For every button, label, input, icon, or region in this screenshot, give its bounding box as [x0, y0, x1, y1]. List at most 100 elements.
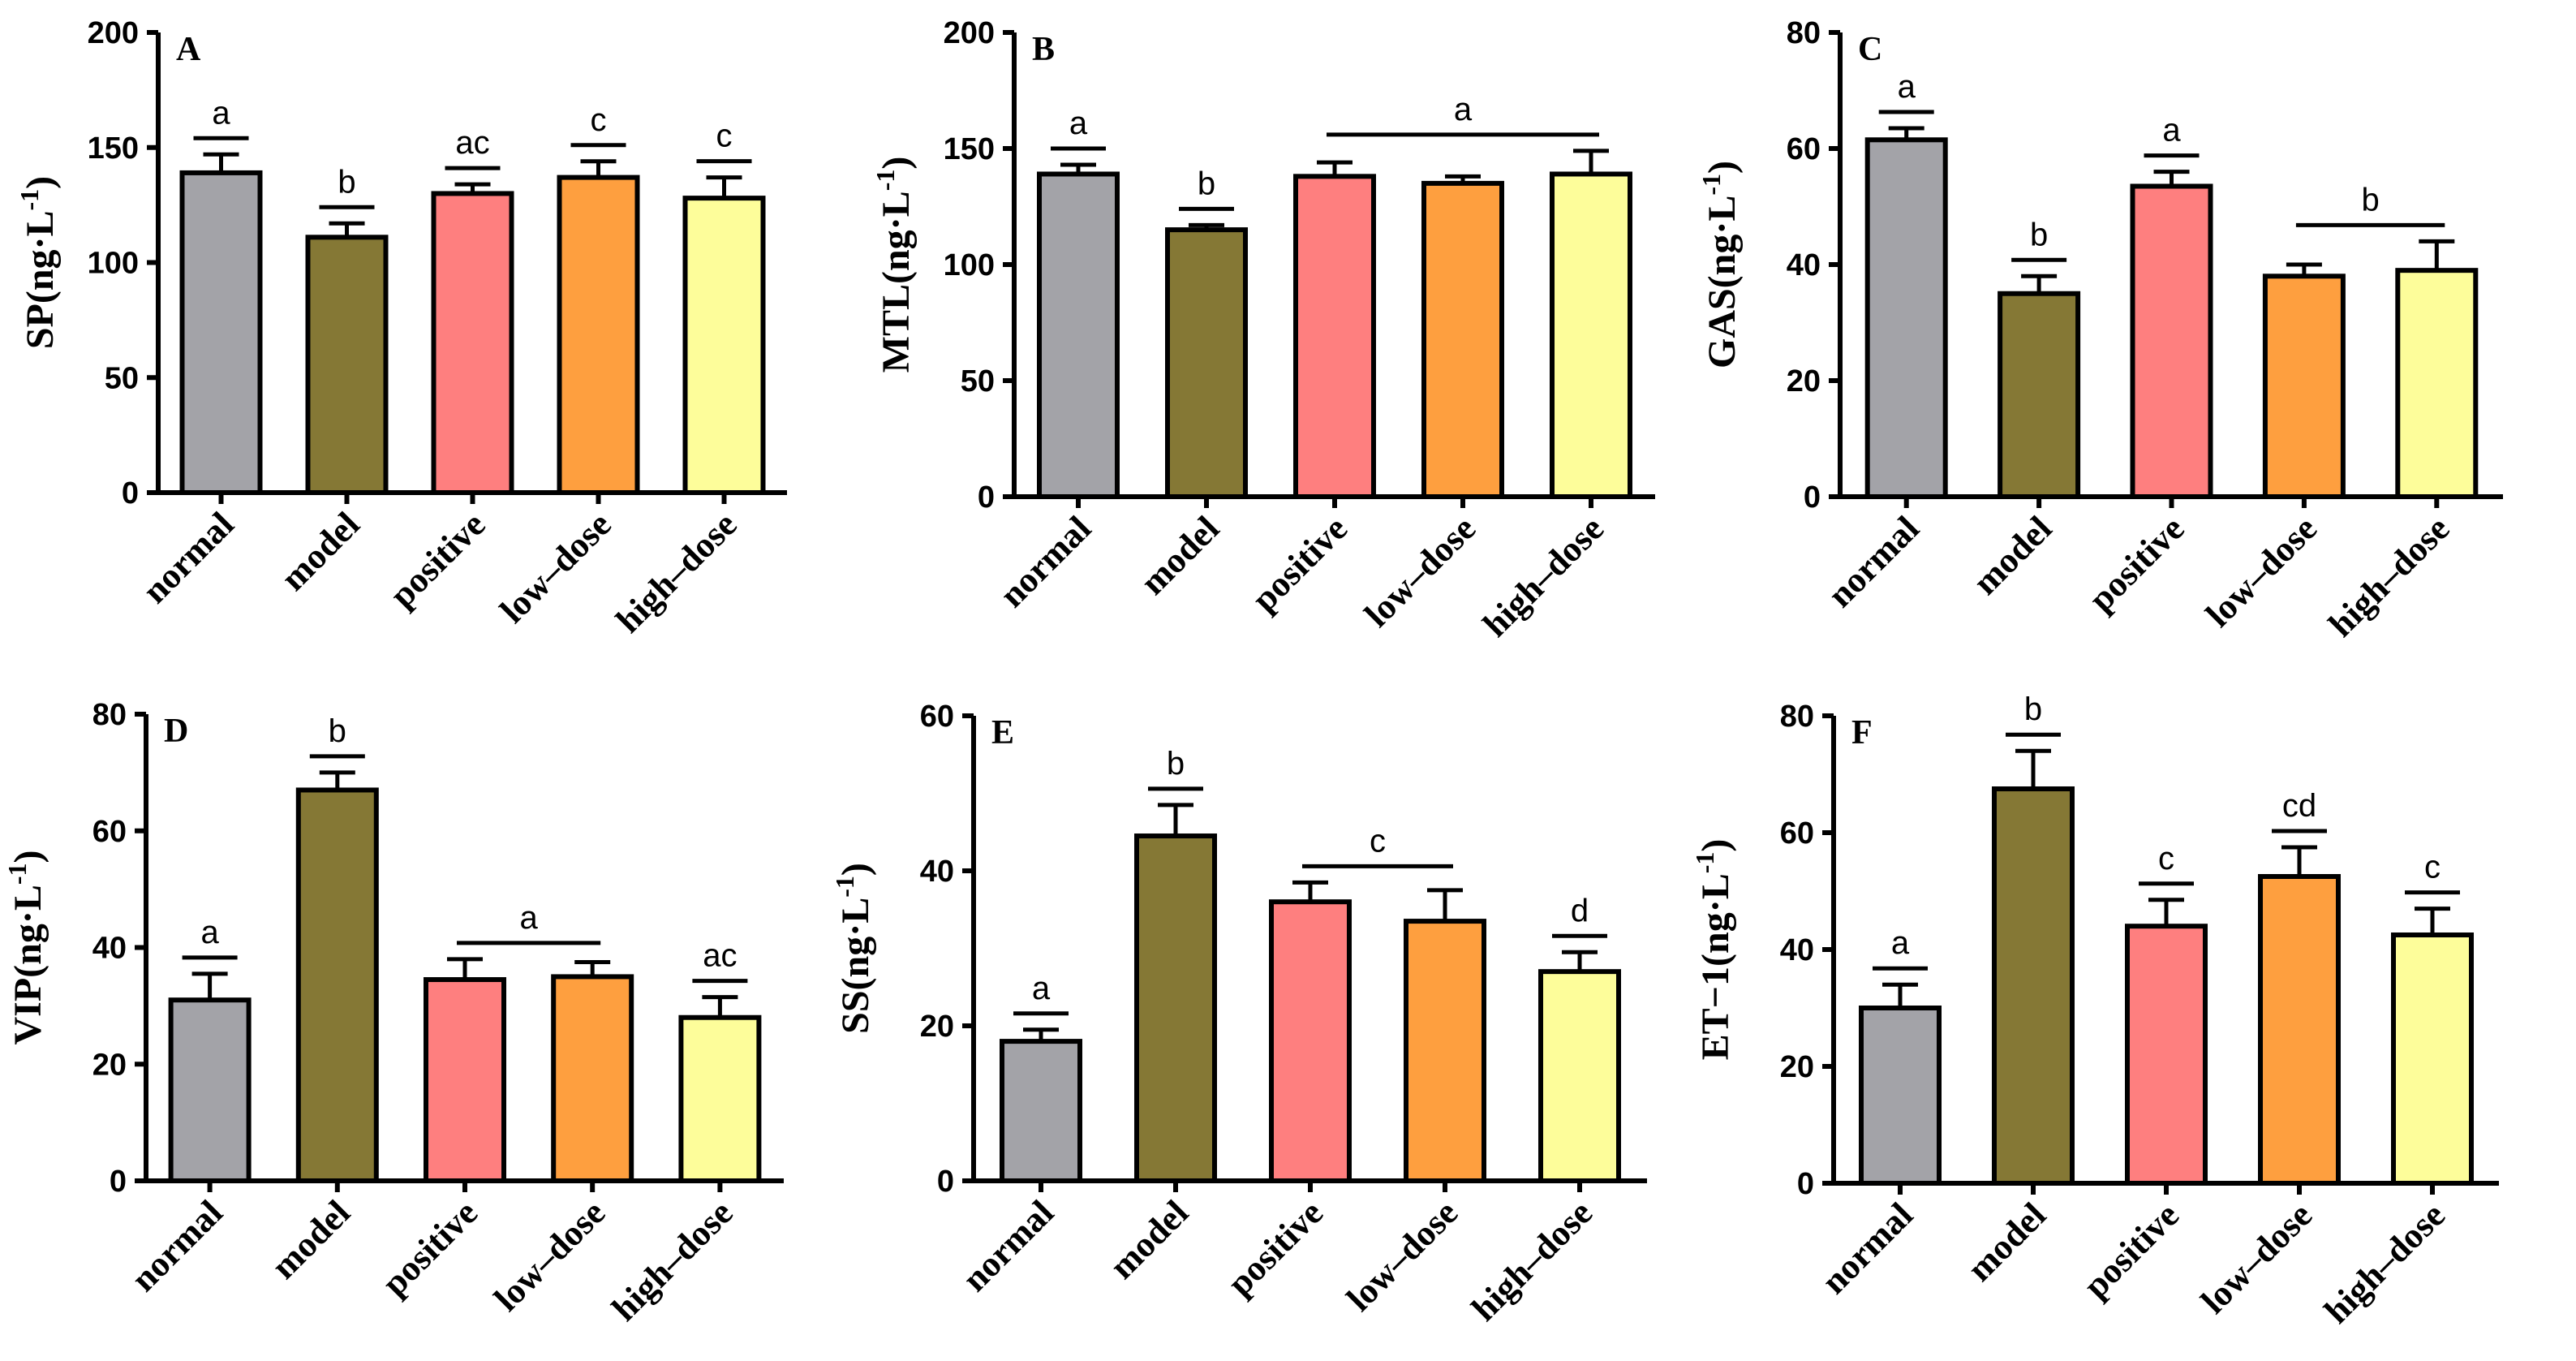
category-label: low–dose [2193, 1195, 2320, 1321]
bar-normal [179, 170, 263, 495]
y-tick-label: 60 [92, 815, 127, 849]
y-axis-title: GAS(ng·L-1) [1697, 161, 1744, 368]
bar-positive [1293, 174, 1376, 499]
bar-positive [2125, 924, 2208, 1186]
category-label: model [1102, 1192, 1196, 1286]
significance-letter: a [1898, 69, 1916, 105]
y-axis-title-main: VIP(ng·L [6, 885, 49, 1044]
category-label: positive [1219, 1192, 1331, 1303]
significance-letter: c [1370, 823, 1386, 859]
category-label: low–dose [487, 1192, 613, 1319]
y-tick-label: 60 [1787, 132, 1821, 166]
y-axis-title-close: ) [834, 863, 877, 876]
y-axis-title-close: ) [6, 850, 49, 863]
significance-letter: a [1454, 92, 1473, 127]
chart-panel-b: 0 50 100 150 200 B MTL(ng·L-1) normal model posit… [871, 16, 1655, 644]
y-axis-title: ET−1(ng·L-1) [1690, 839, 1737, 1061]
category-label: high–dose [1464, 1192, 1600, 1329]
significance-letter: c [2158, 841, 2174, 876]
y-tick-label: 50 [961, 364, 995, 398]
category-label: high–dose [2321, 508, 2458, 644]
category-label: high–dose [1475, 508, 1611, 644]
significance-letter: c [2424, 850, 2441, 885]
y-axis-title: SP(ng·L-1) [15, 176, 62, 349]
significance-letter: c [716, 118, 733, 154]
category-label: model [273, 504, 368, 598]
bar-low-dose [1404, 919, 1486, 1183]
y-tick-label: 150 [944, 132, 995, 166]
significance-letter: a [1891, 925, 1910, 961]
category-label: model [1965, 508, 2059, 602]
y-tick-label: 100 [88, 247, 139, 281]
significance-letter: b [2024, 691, 2042, 727]
y-tick-label: 0 [122, 476, 139, 510]
y-axis-title-close: ) [1701, 161, 1744, 174]
bar-model [1134, 833, 1217, 1184]
bar-positive [431, 191, 514, 495]
significance-letter: ac [455, 125, 489, 161]
bar-high-dose [2395, 268, 2479, 499]
significance-letter: cd [2282, 788, 2316, 824]
y-axis-title-main: MTL(ng·L [875, 191, 918, 373]
y-axis-title-exponent: -1 [830, 876, 859, 898]
significance-letter: b [2030, 217, 2048, 252]
bar-high-dose [682, 196, 766, 495]
y-tick-label: 0 [110, 1165, 127, 1199]
y-tick-label: 0 [937, 1165, 954, 1199]
category-label: low–dose [1357, 508, 1483, 635]
panel-letter: C [1858, 31, 1882, 68]
y-tick-label: 0 [1804, 480, 1821, 515]
significance-letter: ac [703, 938, 737, 974]
bar-model [295, 787, 379, 1183]
bar-normal [1859, 1006, 1942, 1186]
significance-letter: a [1032, 971, 1051, 1006]
y-axis-title-main: SP(ng·L [19, 210, 62, 349]
panel-letter: D [164, 713, 188, 750]
significance-letter: d [1571, 893, 1589, 928]
category-label: high–dose [604, 1192, 741, 1329]
category-label: normal [1820, 508, 1926, 614]
category-label: normal [123, 1192, 230, 1299]
y-tick-label: 60 [1780, 816, 1814, 851]
bar-model [1165, 227, 1248, 499]
y-axis-title-exponent: -1 [15, 189, 44, 211]
y-tick-label: 50 [105, 361, 139, 395]
category-label: low–dose [492, 504, 619, 631]
chart-panel-e: 0 20 40 60 E SS(ng·L-1) normal model positive low… [830, 700, 1647, 1329]
bar-model [305, 235, 389, 495]
significance-letter: b [1167, 746, 1185, 782]
bar-low-dose [551, 974, 634, 1183]
panel-letter: F [1851, 714, 1873, 752]
category-label: low–dose [1339, 1192, 1465, 1319]
category-label: high–dose [609, 504, 745, 640]
category-label: positive [382, 504, 493, 615]
y-axis-title-close: ) [875, 157, 918, 170]
y-axis-title: VIP(ng·L-1) [2, 850, 49, 1044]
significance-letter: a [2162, 113, 2181, 149]
chart-panel-f: 0 20 40 60 80 F ET−1(ng·L-1) normal model positiv… [1690, 691, 2499, 1331]
category-label: positive [1244, 508, 1355, 619]
bar-high-dose [2391, 932, 2474, 1186]
y-tick-label: 20 [92, 1048, 127, 1082]
category-label: model [1133, 508, 1227, 602]
bar-high-dose [678, 1014, 762, 1183]
y-axis-title-exponent: -1 [1690, 852, 1719, 874]
chart-panel-c: 0 20 40 60 80 C GAS(ng·L-1) normal model positive… [1697, 16, 2503, 644]
y-tick-label: 80 [1787, 16, 1821, 50]
y-axis-title-main: ET−1(ng·L [1694, 873, 1737, 1060]
y-tick-label: 60 [920, 700, 954, 734]
y-axis-title-exponent: -1 [871, 170, 900, 192]
y-tick-label: 40 [92, 932, 127, 966]
bar-low-dose [2262, 273, 2346, 499]
category-label: low–dose [2198, 508, 2324, 635]
y-tick-label: 0 [1797, 1167, 1814, 1201]
y-axis-title-exponent: -1 [2, 863, 32, 885]
bar-normal [1000, 1039, 1082, 1183]
y-axis-title-main: GAS(ng·L [1701, 196, 1744, 368]
y-axis-title-close: ) [1694, 839, 1737, 852]
y-tick-label: 80 [92, 698, 127, 732]
chart-panel-d: 0 20 40 60 80 D VIP(ng·L-1) normal model positive… [2, 698, 784, 1329]
category-label: model [1959, 1195, 2053, 1289]
y-tick-label: 200 [88, 16, 139, 50]
